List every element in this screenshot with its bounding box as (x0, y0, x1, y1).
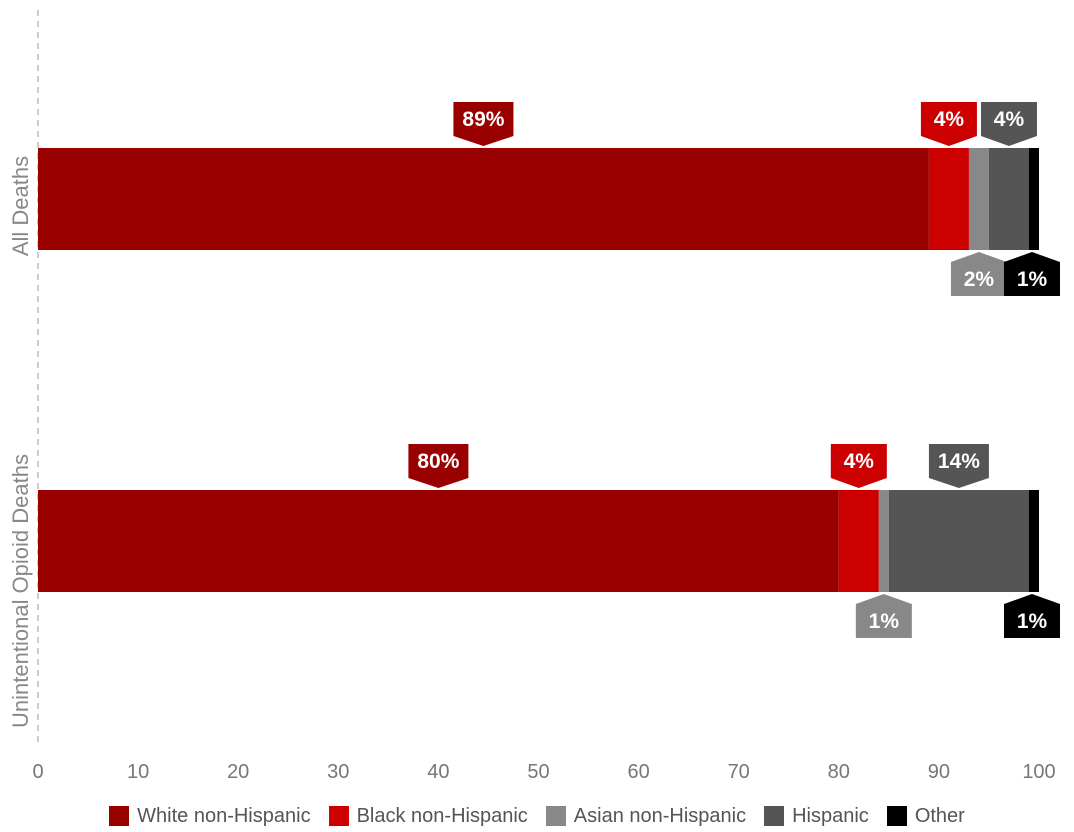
legend-item: Asian non-Hispanic (545, 804, 747, 828)
data-label-callout (1003, 252, 1060, 296)
bar-segment (988, 148, 1029, 250)
data-label-callout (855, 594, 912, 638)
data-label: 1% (869, 610, 900, 633)
data-label-callout (920, 102, 977, 146)
legend-item: Hispanic (764, 805, 869, 828)
data-label: 14% (938, 450, 980, 473)
x-tick-label: 30 (327, 761, 349, 783)
legend-swatch (545, 806, 566, 826)
legend-item: Other (886, 804, 965, 828)
data-label-callout (453, 102, 514, 146)
data-label: 4% (934, 108, 965, 131)
x-tick-label: 60 (627, 761, 649, 783)
data-label-callout (1003, 594, 1060, 638)
legend-label: Black non-Hispanic (356, 804, 528, 827)
data-label-callout (408, 444, 469, 488)
x-tick-label: 50 (527, 761, 549, 783)
legend-label: White non-Hispanic (137, 804, 311, 827)
data-label: 2% (964, 268, 995, 291)
bar-segment (888, 490, 1029, 592)
legend-item: Black non-Hispanic (328, 804, 528, 828)
legend-label: Other (914, 804, 965, 827)
stacked-bar-chart: 0 10 20 30 40 50 60 70 80 90 100 All Deaths Unintent… (8, 10, 1060, 783)
legend-swatch (109, 806, 130, 826)
x-tick-label: 10 (127, 761, 149, 783)
legend-label: Asian non-Hispanic (573, 804, 747, 827)
bar-segment (38, 490, 839, 592)
data-label: 4% (994, 108, 1025, 131)
data-label-callout (928, 444, 989, 488)
data-label: 1% (1017, 610, 1048, 633)
data-label: 1% (1017, 268, 1048, 291)
bar-segment (838, 490, 879, 592)
legend-item: White non-Hispanic (109, 804, 311, 828)
x-tick-label: 90 (928, 761, 950, 783)
legend-label: Hispanic (792, 804, 869, 827)
data-label-callout (980, 102, 1037, 146)
data-label-callout (830, 444, 887, 488)
x-tick-label: 100 (1022, 761, 1055, 783)
bar-segment (38, 148, 929, 250)
legend-swatch (328, 806, 349, 826)
category-label: All Deaths (8, 156, 33, 256)
category-label: Unintentional Opioid Deaths (8, 454, 33, 728)
data-label: 89% (462, 108, 504, 131)
bar-segment (968, 148, 989, 250)
data-label: 4% (844, 450, 875, 473)
bar-segment (928, 148, 969, 250)
x-tick-label: 70 (728, 761, 750, 783)
bar-segment (1028, 148, 1039, 250)
data-label: 80% (417, 450, 459, 473)
x-tick-label: 0 (32, 761, 43, 783)
bar-segment (1028, 490, 1039, 592)
data-label-callout (950, 252, 1007, 296)
legend-swatch (764, 806, 785, 826)
x-tick-label: 20 (227, 761, 249, 783)
x-tick-label: 80 (828, 761, 850, 783)
legend-swatch (886, 806, 907, 826)
x-tick-label: 40 (427, 761, 449, 783)
bar-segment (878, 490, 889, 592)
legend: White non-Hispanic Black non-Hispanic Asia… (0, 800, 1074, 832)
